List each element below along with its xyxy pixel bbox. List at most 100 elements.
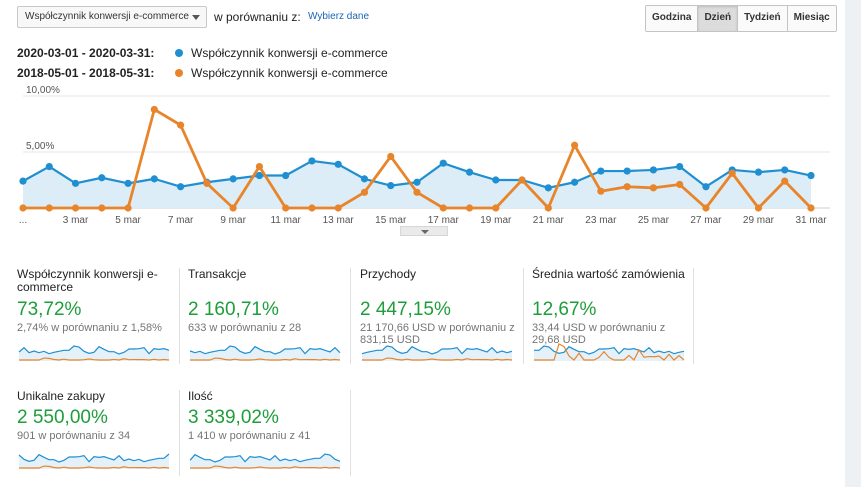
card-comparison: 2,74% w porównaniu z 1,58% — [17, 322, 162, 334]
data-point — [413, 188, 421, 196]
x-tick-label: 31 mar — [795, 215, 827, 226]
data-point — [360, 188, 369, 196]
metric-select[interactable]: Współczynnik konwersji e-commerce — [17, 6, 207, 28]
sparkline-previous — [362, 357, 513, 361]
period-button-hour[interactable]: Godzina — [646, 6, 699, 31]
data-point — [229, 204, 237, 212]
data-point — [781, 166, 789, 174]
data-point — [360, 175, 369, 183]
data-point — [334, 160, 342, 168]
data-point — [255, 162, 263, 171]
metric-card-revenue[interactable]: Przychody 2 447,15% 21 170,66 USD w poró… — [360, 268, 520, 347]
data-point — [754, 168, 763, 176]
data-point — [71, 179, 80, 187]
data-point — [19, 177, 27, 185]
sparkline-previous — [190, 465, 341, 469]
data-point — [387, 152, 395, 161]
data-point — [150, 175, 158, 183]
x-tick-label: 11 mar — [270, 215, 301, 226]
sparkline-conversion — [18, 345, 170, 361]
sparkline-avg-order — [534, 343, 685, 361]
metric-card-conversion[interactable]: Współczynnik konwersji e-commerce 73,72%… — [17, 267, 177, 335]
card-comparison: 1 410 w porównaniu z 41 — [188, 430, 311, 442]
data-point — [649, 184, 658, 192]
card-title: Współczynnik konwersji e-commerce — [17, 267, 158, 294]
x-tick-label: 29 mar — [743, 215, 775, 226]
chart-resize-handle[interactable] — [400, 226, 448, 236]
card-value: 3 339,02% — [188, 407, 279, 428]
data-point — [98, 204, 106, 212]
data-point — [571, 178, 579, 186]
sparkline-area — [362, 346, 512, 361]
sparkline-previous — [19, 465, 170, 469]
sparkline-area — [190, 454, 340, 469]
card-value: 2 550,00% — [17, 407, 108, 428]
y-tick-label: 5,00% — [26, 141, 54, 152]
data-point — [702, 183, 710, 191]
sparkline-current — [189, 345, 341, 355]
card-value: 2 160,71% — [188, 299, 279, 320]
legend-range: 2018-05-01 - 2018-05-31: — [17, 66, 155, 80]
card-comparison: 21 170,66 USD w porównaniu z 831,15 USD — [360, 322, 515, 346]
data-point — [439, 204, 447, 212]
card-title: Ilość — [188, 389, 213, 403]
sparkline-current — [189, 453, 341, 463]
legend-range: 2020-03-01 - 2020-03-31: — [17, 46, 155, 60]
period-button-day[interactable]: Dzień — [698, 6, 739, 31]
legend-row-previous: 2018-05-01 - 2018-05-31: Współczynnik ko… — [17, 66, 388, 80]
metric-select-label: Współczynnik konwersji e-commerce — [25, 11, 189, 22]
x-tick-label: 13 mar — [323, 215, 355, 226]
data-point — [465, 204, 474, 212]
data-point — [413, 178, 421, 186]
data-point — [676, 162, 684, 171]
data-point — [439, 159, 447, 167]
data-point — [177, 183, 185, 191]
card-value: 12,67% — [532, 299, 597, 320]
data-point — [334, 204, 342, 212]
data-point — [597, 187, 605, 195]
compare-label: w porównaniu z: — [214, 10, 301, 24]
x-tick-label: 9 mar — [220, 215, 246, 226]
data-point — [19, 204, 27, 212]
sparkline-quantity — [189, 453, 341, 469]
legend-dot-icon — [175, 49, 183, 57]
data-point — [98, 174, 106, 182]
data-point — [544, 204, 552, 212]
compare-select-link[interactable]: Wybierz dane — [308, 11, 370, 22]
legend-series-name: Współczynnik konwersji e-commerce — [191, 66, 388, 80]
sparkline-current — [534, 345, 685, 355]
metric-card-quantity[interactable]: Ilość 3 339,02% 1 410 w porównaniu z 41 — [188, 389, 348, 443]
card-title: Transakcje — [188, 267, 247, 281]
sparkline-current — [18, 453, 170, 463]
sparkline-area — [19, 346, 169, 361]
data-point — [807, 171, 815, 180]
data-point — [45, 204, 53, 212]
data-point — [255, 171, 263, 180]
card-comparison: 33,44 USD w porównaniu z 29,68 USD — [532, 322, 666, 346]
card-title: Średnia wartość zamówienia — [532, 267, 685, 281]
period-button-month[interactable]: Miesiąc — [787, 6, 836, 31]
metric-card-unique-purchases[interactable]: Unikalne zakupy 2 550,00% 901 w porównan… — [17, 389, 177, 443]
sparkline-transactions — [189, 345, 341, 361]
card-divider — [179, 390, 180, 476]
data-point — [649, 166, 658, 174]
metric-card-transactions[interactable]: Transakcje 2 160,71% 633 w porównaniu z … — [188, 267, 348, 335]
data-point — [387, 182, 395, 190]
card-divider — [179, 268, 180, 364]
data-point — [465, 168, 474, 176]
card-divider — [693, 268, 694, 364]
period-button-week[interactable]: Tydzień — [738, 6, 788, 31]
main-line-chart[interactable]: 10,00% 5,00%... 3 mar 5 mar 7 mar 9 mar 11 mar… — [0, 84, 845, 229]
data-point — [308, 204, 316, 212]
metric-card-avg-order[interactable]: Średnia wartość zamówienia 12,67% 33,44 … — [532, 267, 692, 347]
data-point — [229, 175, 237, 183]
x-tick-label: ... — [19, 215, 27, 226]
legend-series-name: Współczynnik konwersji e-commerce — [191, 46, 388, 60]
card-divider — [350, 268, 351, 364]
sparkline-current — [18, 345, 170, 355]
x-tick-label: 15 mar — [375, 215, 407, 226]
card-title: Unikalne zakupy — [17, 389, 106, 403]
card-divider — [523, 268, 524, 364]
right-scroll-strip — [845, 0, 861, 487]
data-point — [124, 179, 132, 187]
